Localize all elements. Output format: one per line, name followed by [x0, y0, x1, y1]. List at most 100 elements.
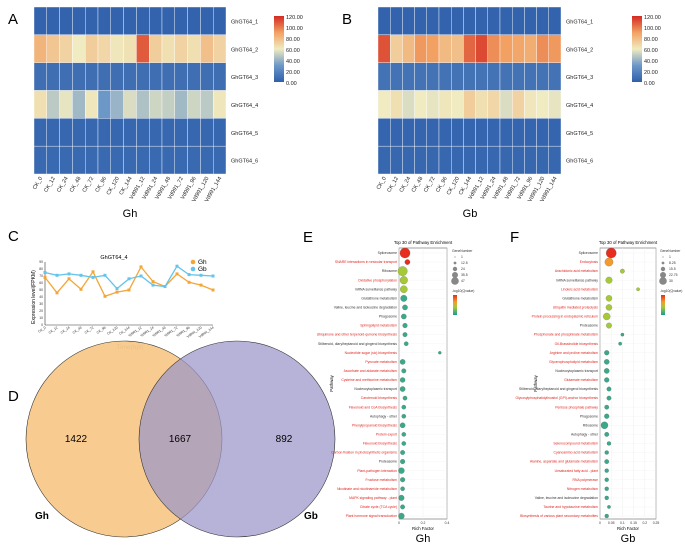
legend-size-marker — [660, 272, 666, 278]
heatmap-cell — [200, 90, 214, 119]
enrichment-point — [401, 313, 407, 320]
heatmap-cell — [377, 6, 391, 36]
heatmap-cell — [463, 62, 476, 91]
enrichment-point — [605, 304, 613, 311]
heatmap-caption: Gh — [123, 208, 138, 220]
enrichment-point — [399, 377, 406, 383]
row-label: GhGT64_4 — [566, 103, 593, 109]
enrichment-point — [604, 477, 609, 482]
heatmap-cell — [377, 34, 391, 63]
heatmap-cell — [475, 34, 489, 63]
pathway-label: Phagosome — [379, 315, 397, 319]
heatmap-cell — [59, 6, 73, 36]
enrichment-point — [604, 368, 610, 374]
heatmap-cell — [402, 90, 415, 119]
pathway-label: Cysteine and methionine metabolism — [341, 378, 397, 382]
legend-size-label: 12.5 — [461, 261, 468, 265]
pathway-label: Valine, leucine and isoleucine degradati… — [535, 496, 598, 500]
series-point-gh — [187, 280, 191, 284]
pathway-label: Proteasome — [379, 460, 397, 464]
heatmap-cell — [499, 145, 513, 175]
heatmap-cell — [390, 145, 403, 175]
heatmap-cell — [438, 34, 452, 63]
pathway-label: Carbon fixation in photosynthetic organi… — [331, 451, 397, 455]
panel-letter-e: E — [303, 229, 313, 246]
heatmap-cell — [200, 118, 214, 147]
heatmap-cell — [110, 34, 124, 63]
enrichment-point — [401, 432, 407, 437]
heatmap-cell — [110, 118, 124, 147]
series-point-gh — [79, 287, 83, 291]
venn-diagram: 1422 1667 892 Gh Gb — [25, 340, 336, 538]
row-label: GhGT64_6 — [566, 159, 593, 165]
heatmap-cell — [84, 34, 99, 63]
series-point-gb — [187, 273, 191, 277]
heatmap-cell — [426, 6, 440, 36]
series-point-gh — [43, 275, 47, 279]
pathway-label: Phenylpropanoid biosynthesis — [352, 423, 397, 427]
series-point-gb — [199, 273, 203, 277]
enrichment-point — [604, 359, 610, 365]
heatmap-cell — [512, 62, 525, 91]
series-point-gb — [127, 277, 131, 281]
pathway-label: Nucleocytoplasmic transport — [555, 369, 598, 373]
heatmap-cell — [377, 118, 391, 147]
series-point-gb — [67, 272, 71, 276]
heatmap-cell — [451, 118, 464, 147]
heatmap-cell — [548, 118, 562, 147]
enrichment-point — [620, 332, 625, 337]
pathway-label: Fructose metabolism — [366, 478, 398, 482]
pathway-label: Carotenoid biosynthesis — [361, 396, 397, 400]
x-tick-label: CK_24 — [60, 325, 71, 334]
series-point-gh — [175, 272, 179, 276]
heatmap-cell — [148, 145, 163, 175]
enrichment-point — [404, 259, 411, 265]
heatmap-cell — [390, 62, 403, 91]
pathway-label: Taurine and hypotaurine metabolism — [543, 505, 598, 509]
heatmap-cell — [46, 62, 60, 91]
heatmap-cell — [536, 90, 549, 119]
heatmap-cell — [487, 62, 501, 91]
heatmap-cell — [438, 6, 452, 36]
legend-size-marker — [454, 256, 456, 258]
heatmap-cell — [187, 145, 201, 175]
heatmap-cell — [377, 145, 391, 175]
heatmap-cell — [161, 34, 176, 63]
enrichment-point — [399, 422, 406, 429]
enrichment-point — [402, 323, 408, 329]
x-tick-label: CK_48 — [72, 325, 83, 334]
legend-size-marker — [452, 272, 458, 278]
colorbar-tick: 80.00 — [644, 37, 658, 43]
series-point-gb — [139, 274, 143, 278]
enrichment-point — [606, 322, 612, 329]
heatmap-cell — [390, 118, 403, 147]
heatmap-cell — [72, 90, 86, 119]
enrichment-point — [400, 285, 408, 294]
enrichment-point — [636, 287, 640, 292]
heatmap-cell — [463, 145, 476, 175]
pathway-label: Arachidonic acid metabolism — [555, 269, 598, 273]
heatmap-gh: GhGT64_1 GhGT64_2 GhGT64_3 GhGT64_4 GhGT64_5… — [32, 6, 303, 220]
heatmap-cell — [136, 118, 150, 147]
enrichment-point — [438, 351, 442, 355]
pathway-label: Oil-Brassinolide biosynthesis — [555, 342, 599, 346]
series-point-gb — [163, 285, 167, 288]
y-tick-label: 20 — [39, 309, 43, 313]
y-axis-title: Expression level(FPKM) — [31, 270, 37, 324]
series-point-gh — [151, 280, 155, 284]
heatmap-caption: Gb — [463, 208, 478, 220]
series-point-gh — [139, 265, 143, 269]
heatmap-cell — [438, 145, 452, 175]
heatmap-cell — [110, 6, 124, 36]
enrichment-point — [604, 350, 610, 356]
x-tick-label: CK_120 — [106, 325, 118, 335]
pathway-label: Flavonoid biosynthesis — [363, 442, 398, 446]
pathway-label: Nucleotide sugar (sic) biosynthesis — [345, 351, 398, 355]
row-label: GhGT64_2 — [566, 47, 593, 53]
pathway-label: Phosphonate and phosphinate metabolism — [534, 333, 598, 337]
heatmap-cell — [97, 118, 112, 147]
heatmap-cell — [499, 6, 513, 36]
pathway-label: Plant hormone signal transduction — [346, 514, 397, 518]
heatmap-cell — [72, 118, 86, 147]
